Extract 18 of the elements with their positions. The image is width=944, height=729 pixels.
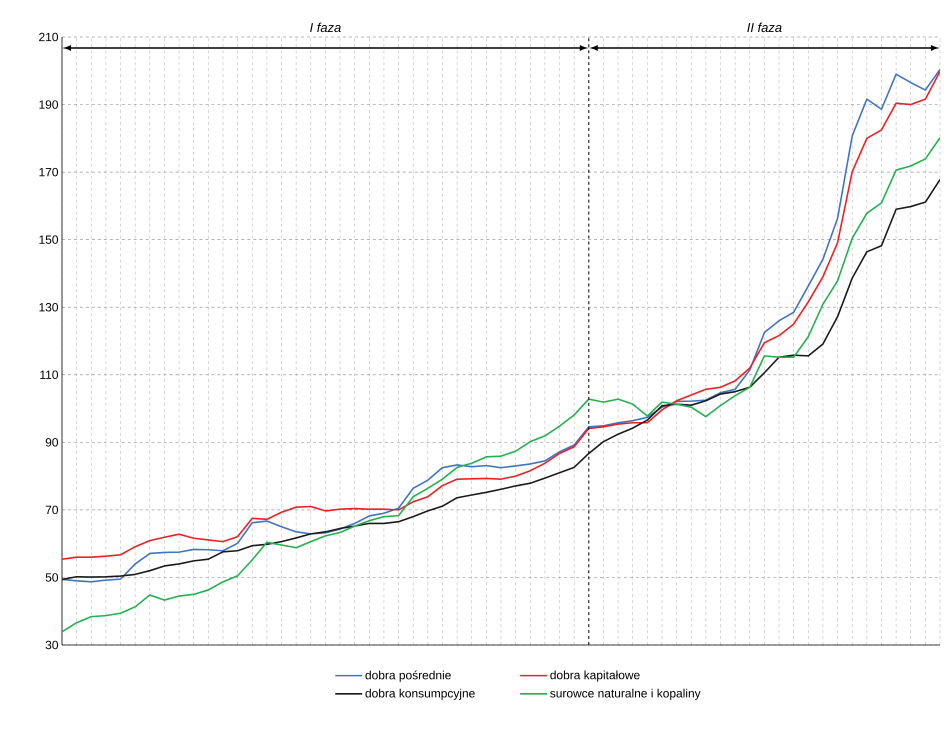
y-tick-label: 130 (39, 302, 58, 312)
y-tick-label: 90 (46, 438, 58, 447)
text: II faza (747, 22, 782, 32)
y-tick-label: 170 (39, 168, 58, 176)
legend-label: surowce naturalne i kopaliny (550, 688, 701, 700)
line-series (62, 136, 940, 633)
text: I faza (310, 22, 341, 32)
y-tick-label: 110 (40, 370, 58, 379)
y-tick-label: 210 (39, 32, 58, 42)
y-tick-label: 30 (46, 640, 58, 650)
y-tick-label: 50 (46, 573, 58, 582)
line-series (62, 178, 940, 580)
legend-label: dobra pośrednie (365, 670, 451, 682)
y-tick-label: 150 (39, 235, 58, 244)
legend-label: dobra kapitałowe (550, 670, 640, 682)
y-tick-label: 190 (39, 100, 58, 109)
y-tick-label: 70 (46, 506, 58, 514)
legend-label: dobra konsumpcyjne (365, 688, 475, 700)
